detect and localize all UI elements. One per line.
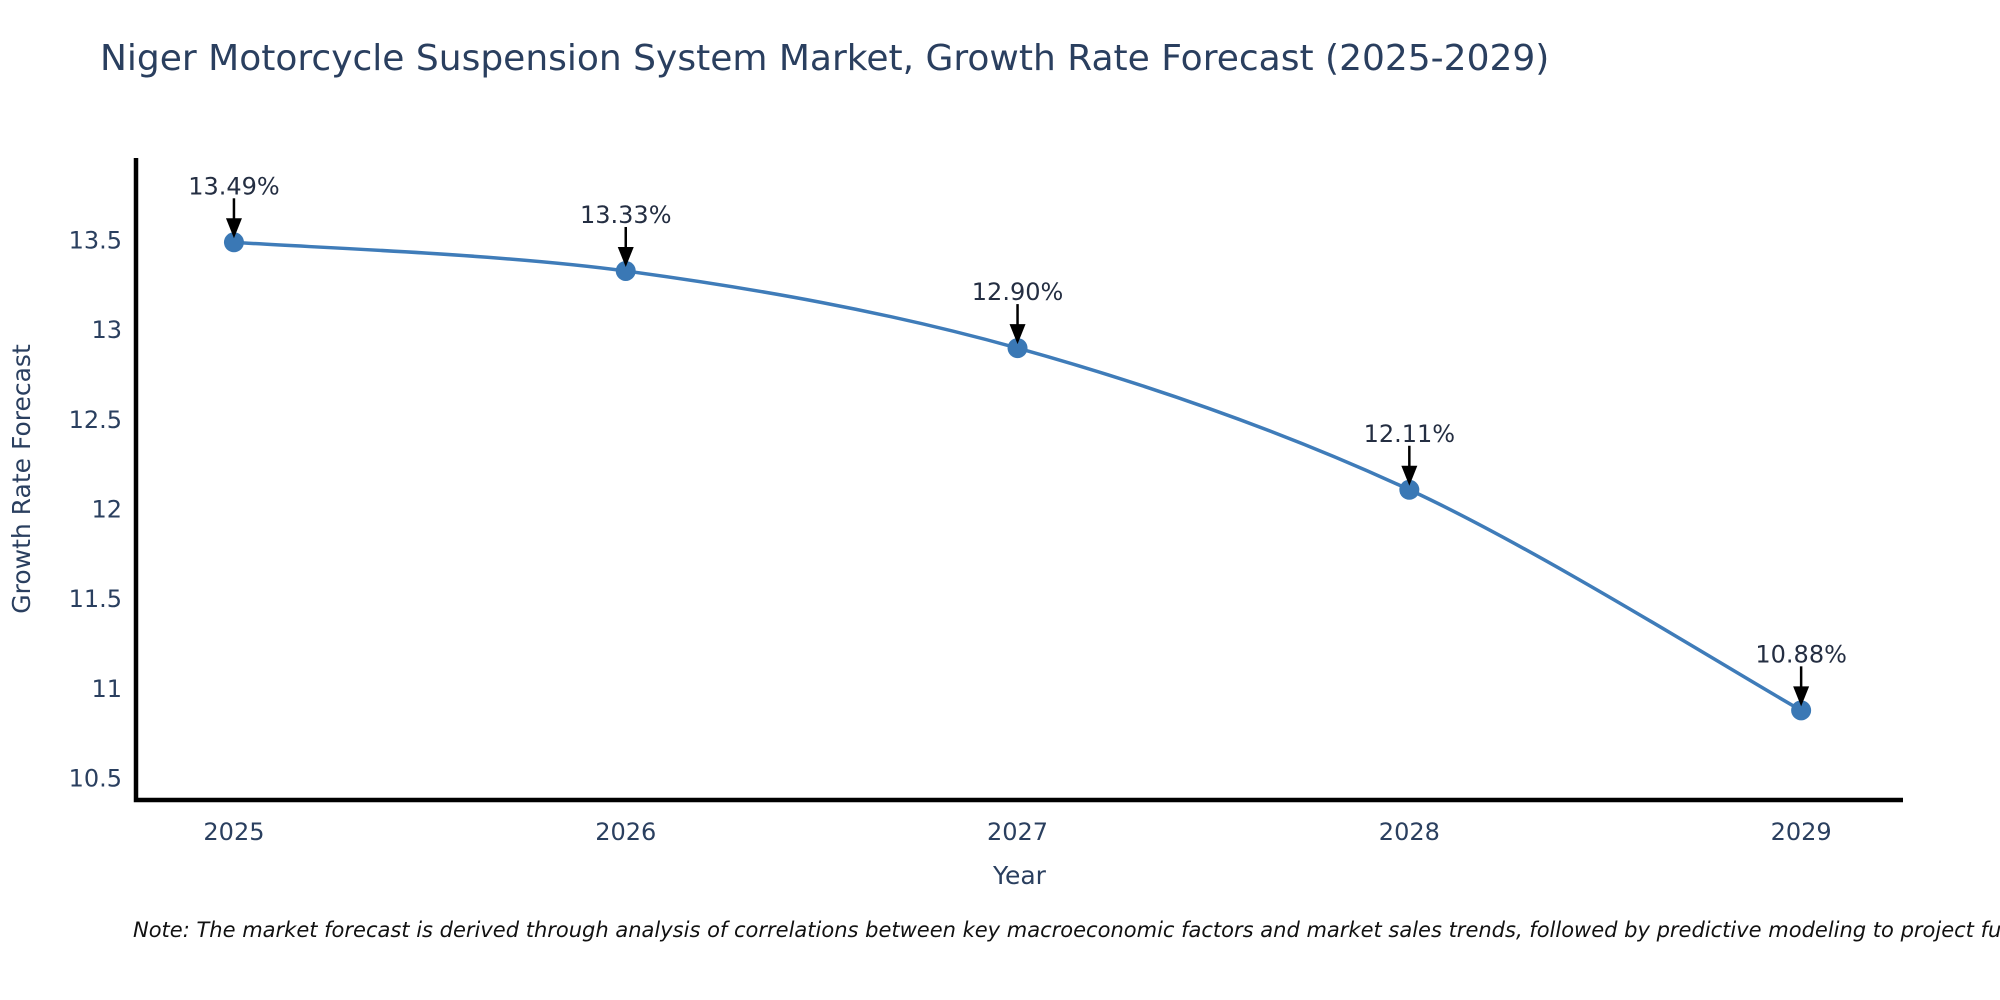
- annotation-arrow-head: [617, 246, 634, 267]
- data-point-label: 10.88%: [1755, 640, 1847, 668]
- y-tick-labels: 13.5 13 12.5 12 11.5 11 10.5: [69, 226, 122, 792]
- data-point-marker: [1007, 338, 1028, 359]
- data-point-marker: [615, 260, 636, 281]
- x-tick-label: 2027: [987, 818, 1048, 846]
- chart-title: Niger Motorcycle Suspension System Marke…: [100, 38, 1550, 79]
- y-tick-label: 10.5: [69, 764, 122, 792]
- data-point-label: 12.11%: [1364, 420, 1456, 448]
- y-tick-label: 11.5: [69, 585, 122, 613]
- x-tick-label: 2029: [1771, 818, 1832, 846]
- y-tick-label: 11: [91, 675, 122, 703]
- annotation-arrow-head: [225, 218, 242, 239]
- axis-spines: [133, 158, 1903, 803]
- data-point-marker: [223, 232, 244, 253]
- data-point-label: 13.33%: [580, 201, 672, 229]
- y-tick-label: 12.5: [69, 406, 122, 434]
- x-tick-labels: 2025 2026 2027 2028 2029: [203, 818, 1831, 846]
- data-point-marker: [1399, 479, 1420, 500]
- data-point-label: 12.90%: [972, 278, 1064, 306]
- data-point-marker: [1791, 700, 1812, 721]
- x-axis-title: Year: [992, 861, 1047, 890]
- footnote: Note: The market forecast is derived thr…: [133, 918, 2000, 942]
- x-tick-label: 2025: [203, 818, 264, 846]
- y-tick-label: 12: [91, 495, 122, 523]
- y-tick-label: 13.5: [69, 226, 122, 254]
- annotation-arrow-head: [1401, 465, 1418, 486]
- annotations: 13.49% 13.33% 12.90% 12.11% 10.88%: [188, 172, 1847, 707]
- data-point-label: 13.49%: [188, 172, 280, 200]
- y-axis-title: Growth Rate Forecast: [7, 344, 36, 614]
- annotation-arrow-head: [1009, 324, 1026, 345]
- x-tick-label: 2028: [1379, 818, 1440, 846]
- data-point-markers: [223, 232, 1812, 721]
- x-tick-label: 2026: [595, 818, 656, 846]
- y-tick-label: 13: [91, 316, 122, 344]
- annotation-arrow-head: [1793, 686, 1810, 707]
